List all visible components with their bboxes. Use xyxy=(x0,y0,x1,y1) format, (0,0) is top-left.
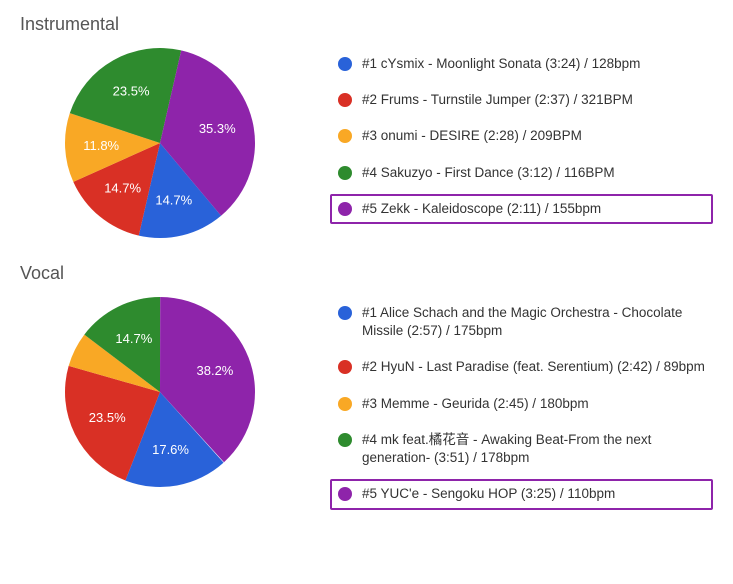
legend-item[interactable]: #3 onumi - DESIRE (2:28) / 209BPM xyxy=(330,121,713,151)
pie-slice-label: 11.8% xyxy=(83,138,119,153)
legend-label: #3 Memme - Geurida (2:45) / 180bpm xyxy=(362,395,589,413)
section-title: Vocal xyxy=(20,263,713,284)
legend-swatch xyxy=(338,93,352,107)
legend-swatch xyxy=(338,433,352,447)
legend-item[interactable]: #1 cYsmix - Moonlight Sonata (3:24) / 12… xyxy=(330,49,713,79)
legend-label: #2 HyuN - Last Paradise (feat. Serentium… xyxy=(362,358,705,376)
legend-item[interactable]: #5 YUC'e - Sengoku HOP (3:25) / 110bpm xyxy=(330,479,713,509)
legend-label: #5 Zekk - Kaleidoscope (2:11) / 155bpm xyxy=(362,200,601,218)
pie-chart: 17.6% 23.5% 14.7% 38.2% xyxy=(20,292,300,502)
legend: #1 cYsmix - Moonlight Sonata (3:24) / 12… xyxy=(330,43,713,230)
legend-item[interactable]: #1 Alice Schach and the Magic Orchestra … xyxy=(330,298,713,346)
legend-label: #4 mk feat.橘花音 - Awaking Beat-From the n… xyxy=(362,431,705,467)
pie-wrap: 14.7% 14.7% 11.8% 23.5% 35.3% xyxy=(20,43,300,253)
legend-label: #5 YUC'e - Sengoku HOP (3:25) / 110bpm xyxy=(362,485,615,503)
legend-item[interactable]: #5 Zekk - Kaleidoscope (2:11) / 155bpm xyxy=(330,194,713,224)
pie-slice-label: 23.5% xyxy=(113,84,150,99)
section-title: Instrumental xyxy=(20,14,713,35)
chart-section: Vocal 17.6% 23.5% 14.7% 38.2% #1 Alice Schach… xyxy=(20,263,713,516)
legend-item[interactable]: #2 HyuN - Last Paradise (feat. Serentium… xyxy=(330,352,713,382)
pie-slice-label: 35.3% xyxy=(199,121,236,136)
pie-chart: 14.7% 14.7% 11.8% 23.5% 35.3% xyxy=(20,43,300,253)
legend-item[interactable]: #4 mk feat.橘花音 - Awaking Beat-From the n… xyxy=(330,425,713,473)
legend: #1 Alice Schach and the Magic Orchestra … xyxy=(330,292,713,516)
legend-swatch xyxy=(338,487,352,501)
pie-slice-label: 14.7% xyxy=(104,181,141,196)
pie-slice-label: 38.2% xyxy=(197,363,234,378)
legend-item[interactable]: #4 Sakuzyo - First Dance (3:12) / 116BPM xyxy=(330,158,713,188)
legend-item[interactable]: #3 Memme - Geurida (2:45) / 180bpm xyxy=(330,389,713,419)
legend-swatch xyxy=(338,306,352,320)
pie-slice-label: 14.7% xyxy=(155,192,192,207)
legend-swatch xyxy=(338,57,352,71)
chart-row: 17.6% 23.5% 14.7% 38.2% #1 Alice Schach and … xyxy=(20,292,713,516)
legend-swatch xyxy=(338,129,352,143)
legend-label: #4 Sakuzyo - First Dance (3:12) / 116BPM xyxy=(362,164,615,182)
legend-item[interactable]: #2 Frums - Turnstile Jumper (2:37) / 321… xyxy=(330,85,713,115)
legend-swatch xyxy=(338,202,352,216)
pie-slice-label: 17.6% xyxy=(152,442,189,457)
legend-label: #2 Frums - Turnstile Jumper (2:37) / 321… xyxy=(362,91,633,109)
pie-slice-label: 23.5% xyxy=(89,410,126,425)
legend-label: #3 onumi - DESIRE (2:28) / 209BPM xyxy=(362,127,582,145)
legend-label: #1 Alice Schach and the Magic Orchestra … xyxy=(362,304,705,340)
pie-wrap: 17.6% 23.5% 14.7% 38.2% xyxy=(20,292,300,502)
legend-swatch xyxy=(338,360,352,374)
chart-section: Instrumental 14.7% 14.7% 11.8% 23.5% 35.3% #1 … xyxy=(20,14,713,253)
chart-row: 14.7% 14.7% 11.8% 23.5% 35.3% #1 cYsmix - Moo… xyxy=(20,43,713,253)
legend-swatch xyxy=(338,166,352,180)
legend-swatch xyxy=(338,397,352,411)
pie-slice-label: 14.7% xyxy=(115,331,152,346)
legend-label: #1 cYsmix - Moonlight Sonata (3:24) / 12… xyxy=(362,55,640,73)
